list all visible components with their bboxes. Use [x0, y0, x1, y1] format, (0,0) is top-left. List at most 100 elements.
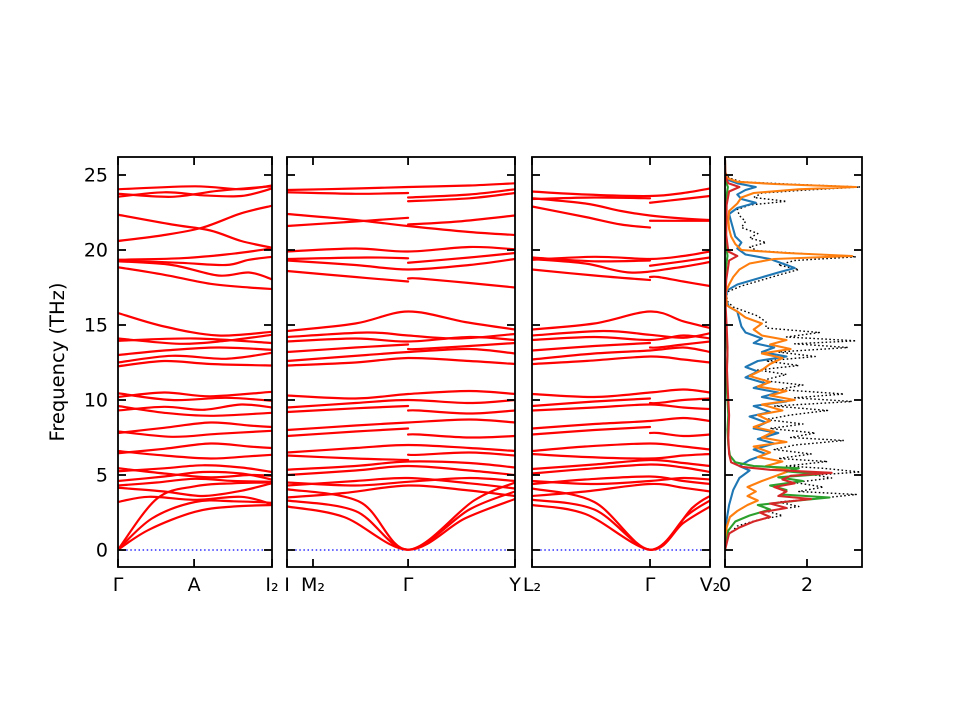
phonon-band	[648, 275, 710, 288]
x-tick-label: Γ	[113, 574, 124, 596]
phonon-band	[532, 268, 652, 282]
phonon-band	[532, 476, 710, 486]
phonon-band	[287, 460, 515, 471]
phonon-band	[648, 431, 710, 438]
x-tick-label: M₂	[301, 574, 325, 596]
phonon-band	[118, 351, 272, 364]
panel-frame	[531, 156, 711, 568]
phonon-band	[532, 187, 710, 198]
phonon-band	[287, 497, 515, 551]
phonon-band	[118, 404, 272, 417]
x-tick-label: A	[188, 574, 201, 596]
y-tick-label: 20	[84, 240, 108, 262]
phonon-band	[287, 454, 410, 462]
phonon-band	[118, 311, 272, 337]
x-tick-label: I	[284, 574, 290, 596]
group-panel-L2-gamma-V2	[532, 187, 710, 551]
phonon-band	[118, 467, 272, 479]
phonon-band	[287, 476, 515, 490]
phonon-band	[287, 418, 515, 432]
phonon-band	[118, 503, 272, 551]
phonon-band	[287, 490, 515, 551]
x-tick-label: 0	[719, 574, 731, 596]
phonon-band	[118, 266, 272, 291]
phonon-band	[287, 356, 515, 367]
phonon-band	[118, 482, 272, 498]
phonon-band	[118, 346, 272, 357]
phonon-band	[532, 487, 710, 551]
group-panel-I-M2-gamma-Y	[287, 182, 515, 551]
phonon-band	[118, 390, 272, 399]
phonon-band	[287, 212, 515, 237]
phonon-band	[287, 389, 515, 400]
phonon-band	[406, 409, 515, 415]
phonon-band	[118, 260, 272, 281]
phonon-band	[118, 449, 272, 460]
phonon-band	[532, 403, 710, 412]
phonon-band	[118, 359, 272, 368]
phonon-band	[406, 251, 515, 264]
x-tick-label: V₂	[700, 574, 721, 596]
phonon-band	[648, 397, 710, 405]
phonon-band	[118, 429, 272, 438]
phonon-band	[118, 213, 272, 249]
dos-curve-total	[725, 160, 861, 551]
dos-curve-pdos-red	[725, 159, 833, 551]
phonon-band	[118, 247, 272, 261]
phonon-band	[532, 458, 710, 471]
phonon-band	[118, 495, 272, 506]
phonon-band	[406, 451, 515, 457]
phonon-band	[532, 329, 710, 339]
phonon-band	[118, 477, 272, 487]
phonon-band	[532, 416, 710, 430]
phonon-band	[118, 333, 272, 345]
phonon-band	[532, 388, 710, 399]
phonon-band	[648, 256, 710, 267]
phonon-band	[287, 398, 515, 409]
phonon-band	[406, 433, 515, 439]
x-tick-label: Γ	[403, 574, 414, 596]
phonon-band	[406, 191, 515, 203]
phonon-band	[532, 425, 652, 436]
phonon-band	[118, 442, 272, 455]
phonon-band	[532, 475, 710, 486]
phonon-band	[532, 355, 710, 366]
phonon-band	[532, 341, 652, 352]
y-tick-label: 25	[84, 165, 108, 187]
phonon-band	[287, 191, 410, 195]
phonon-band	[287, 257, 515, 271]
phonon-band	[287, 310, 515, 333]
phonon-band	[532, 257, 710, 274]
phonon-band	[287, 484, 515, 499]
phonon-band	[118, 481, 272, 551]
phonon-band	[406, 214, 515, 226]
phonon-band	[406, 188, 515, 199]
phonon-band	[118, 255, 272, 267]
group-panel-gamma-A-I2	[118, 184, 272, 551]
phonon-band	[532, 197, 710, 222]
phonon-band	[287, 443, 515, 454]
phonon-band	[287, 182, 515, 192]
phonon-band	[118, 392, 272, 402]
phonon-band	[287, 427, 410, 438]
phonon-band	[532, 205, 652, 229]
phonon-band	[287, 347, 515, 363]
phonon-band	[118, 204, 272, 243]
phonon-band	[287, 245, 515, 253]
phonon-band	[118, 184, 272, 191]
phonon-band	[287, 481, 515, 551]
phonon-band	[648, 194, 710, 204]
y-tick-label: 10	[84, 390, 108, 412]
phonon-band	[532, 346, 710, 361]
phonon-band	[532, 442, 710, 453]
x-tick-label: I₂	[265, 574, 278, 596]
group-dos-panel	[725, 159, 861, 551]
phonon-band	[118, 403, 272, 412]
x-tick-label: L₂	[523, 574, 541, 596]
y-tick-label: 0	[96, 540, 108, 562]
panel-frame	[724, 156, 863, 568]
x-tick-label: Γ	[645, 574, 656, 596]
y-axis-label: Frequency (THz)	[46, 283, 69, 442]
